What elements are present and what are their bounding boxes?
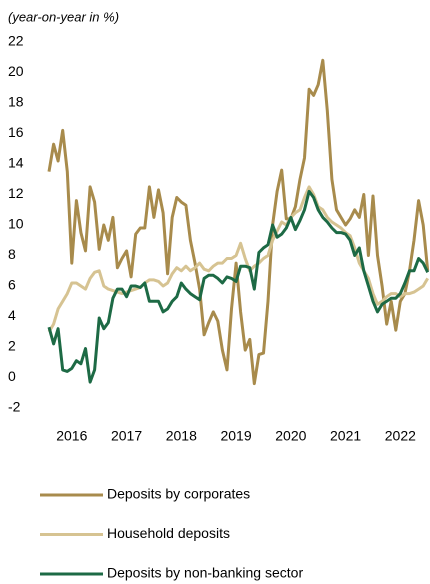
x-tick-label: 2019: [220, 428, 251, 444]
series-line: [47, 189, 430, 384]
y-tick-label: 8: [8, 246, 16, 262]
x-tick-label: 2020: [275, 428, 306, 444]
y-tick-label: 22: [8, 33, 24, 49]
y-tick-label: 2: [8, 338, 16, 354]
y-tick-label: 4: [8, 307, 16, 323]
y-tick-label: 18: [8, 94, 24, 110]
x-tick-label: 2018: [166, 428, 197, 444]
legend-label: Deposits by corporates: [107, 486, 250, 502]
chart-subtitle: (year-on-year in %): [8, 9, 119, 24]
y-tick-label: 20: [8, 63, 24, 79]
series-line: [47, 58, 430, 386]
legend-label: Deposits by non-banking sector: [107, 565, 303, 581]
x-tick-label: 2016: [56, 428, 87, 444]
legend-label: Household deposits: [107, 525, 230, 541]
y-tick-label: 10: [8, 216, 24, 232]
y-tick-label: 12: [8, 185, 24, 201]
y-tick-label: -2: [8, 399, 21, 415]
y-tick-label: 16: [8, 124, 24, 140]
y-tick-label: 6: [8, 277, 16, 293]
y-tick-label: 14: [8, 155, 24, 171]
x-tick-label: 2017: [111, 428, 142, 444]
y-tick-label: 0: [8, 368, 16, 384]
x-tick-label: 2021: [330, 428, 361, 444]
x-tick-label: 2022: [385, 428, 416, 444]
